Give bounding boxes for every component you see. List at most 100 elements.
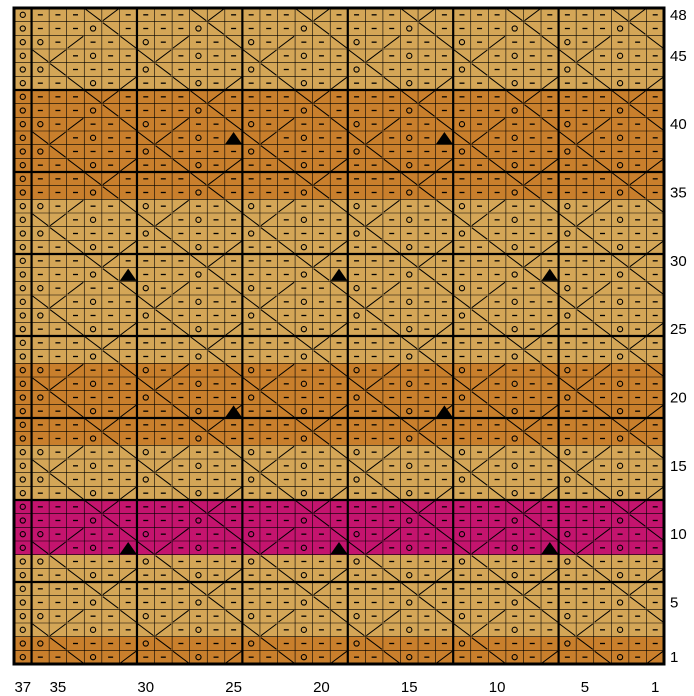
decrease-left-symbol — [436, 363, 453, 377]
decrease-left-symbol — [32, 131, 49, 145]
yarn-over-symbol — [37, 230, 44, 237]
yarn-over-symbol — [195, 654, 202, 661]
decrease-right-symbol — [418, 336, 435, 350]
decrease-left-symbol — [260, 309, 277, 322]
decrease-left-symbol — [84, 254, 102, 268]
yarn-over-symbol — [89, 80, 97, 87]
yarn-over-symbol — [89, 162, 97, 169]
decrease-right-symbol — [647, 486, 664, 500]
decrease-right-symbol — [313, 418, 330, 432]
yarn-over-symbol — [458, 121, 466, 128]
decrease-right-symbol — [524, 336, 541, 350]
yarn-over-symbol — [406, 490, 413, 497]
yarn-over-symbol — [564, 367, 571, 374]
yarn-over-symbol — [564, 312, 571, 319]
decrease-left-symbol — [102, 596, 119, 609]
decrease-left-symbol — [471, 227, 488, 240]
decrease-left-symbol — [102, 514, 119, 527]
decrease-left-symbol — [489, 322, 506, 336]
decrease-left-symbol — [506, 90, 523, 104]
yarn-over-symbol — [195, 517, 202, 524]
decrease-left-symbol — [366, 555, 383, 568]
decrease-right-symbol — [647, 158, 664, 172]
decrease-left-symbol — [489, 158, 506, 172]
yarn-over-symbol — [300, 380, 308, 387]
stitch-number-label: 10 — [489, 679, 506, 696]
stitch-cells — [19, 8, 664, 664]
decrease-left-symbol — [67, 322, 84, 336]
decrease-left-symbol — [524, 432, 541, 445]
decrease-left-symbol — [559, 459, 576, 473]
yarn-over-symbol — [616, 52, 624, 59]
decrease-left-symbol — [576, 637, 594, 650]
yarn-over-symbol — [19, 585, 26, 592]
decrease-right-symbol — [647, 650, 664, 664]
decrease-left-symbol — [313, 350, 330, 363]
decrease-left-symbol — [559, 541, 576, 555]
decrease-right-symbol — [102, 336, 119, 350]
decrease-left-symbol — [436, 281, 453, 295]
decrease-right-symbol — [67, 117, 84, 131]
yarn-over-symbol — [248, 66, 255, 73]
decrease-right-symbol — [629, 418, 646, 432]
yarn-over-symbol — [89, 490, 97, 497]
decrease-right-symbol — [102, 582, 119, 596]
decrease-right-symbol — [225, 240, 242, 254]
decrease-left-symbol — [629, 514, 646, 527]
decrease-triangle — [119, 268, 137, 281]
yarn-over-symbol — [89, 271, 97, 278]
yarn-over-symbol — [37, 449, 44, 456]
decrease-right-symbol — [172, 609, 189, 623]
decrease-left-symbol — [436, 527, 453, 541]
decrease-left-symbol — [243, 295, 260, 309]
yarn-over-symbol — [511, 80, 518, 87]
yarn-over-symbol — [19, 271, 26, 278]
yarn-over-symbol — [19, 572, 26, 579]
yarn-over-symbol — [89, 626, 97, 633]
decrease-left-symbol — [32, 459, 49, 473]
decrease-right-symbol — [471, 623, 488, 637]
yarn-over-symbol — [19, 394, 26, 401]
decrease-left-symbol — [594, 158, 611, 172]
decrease-left-symbol — [611, 336, 629, 350]
decrease-left-symbol — [67, 76, 84, 90]
decrease-triangle — [435, 132, 453, 145]
yarn-over-symbol — [195, 380, 202, 387]
decrease-left-symbol — [278, 322, 295, 336]
decrease-right-symbol — [576, 623, 594, 637]
yarn-over-symbol — [300, 517, 308, 524]
yarn-over-symbol — [37, 531, 44, 538]
stitch-number-labels: 37 35 30 25 20 15 10 5 1 — [14, 679, 659, 696]
decrease-left-symbol — [190, 582, 207, 596]
row-number-label: 25 — [670, 321, 687, 338]
decrease-left-symbol — [629, 22, 646, 35]
decrease-left-symbol — [32, 49, 49, 63]
decrease-right-symbol — [629, 500, 646, 514]
yarn-over-symbol — [458, 558, 466, 565]
yarn-over-symbol — [511, 244, 518, 251]
decrease-right-symbol — [67, 35, 84, 49]
yarn-over-symbol — [19, 326, 26, 333]
yarn-over-symbol — [458, 640, 466, 647]
decrease-left-symbol — [207, 186, 225, 199]
decrease-right-symbol — [418, 90, 435, 104]
decrease-right-symbol — [155, 295, 172, 309]
yarn-over-symbol — [458, 531, 466, 538]
yarn-over-symbol — [37, 476, 44, 483]
decrease-right-symbol — [67, 527, 84, 541]
decrease-right-symbol — [313, 500, 330, 514]
decrease-right-symbol — [418, 8, 435, 22]
decrease-right-symbol — [313, 582, 330, 596]
decrease-left-symbol — [172, 240, 189, 254]
decrease-right-symbol — [366, 49, 383, 63]
decrease-left-symbol — [506, 582, 523, 596]
decrease-left-symbol — [524, 350, 541, 363]
yarn-over-symbol — [19, 148, 26, 155]
decrease-right-symbol — [647, 568, 664, 582]
decrease-left-symbol — [155, 145, 172, 158]
decrease-left-symbol — [330, 117, 348, 131]
decrease-right-symbol — [155, 623, 172, 637]
decrease-left-symbol — [260, 637, 277, 650]
yarn-over-symbol — [616, 244, 624, 251]
